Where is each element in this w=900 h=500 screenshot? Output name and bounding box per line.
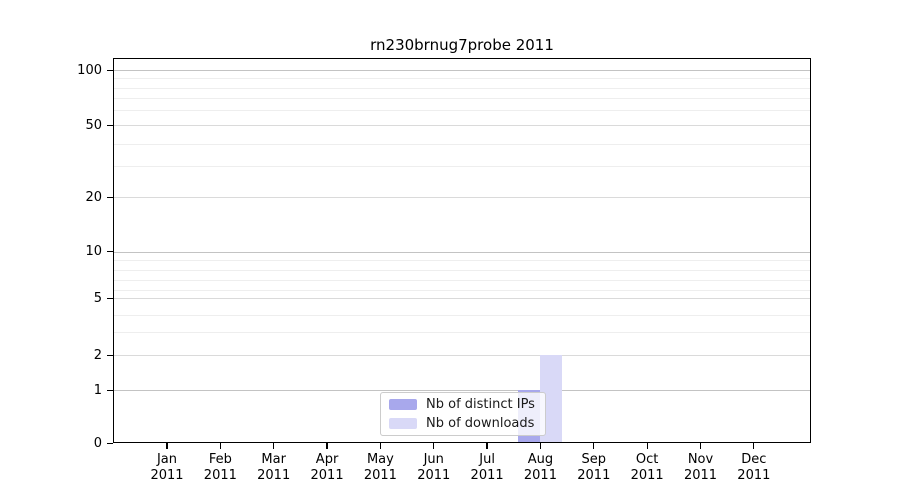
y-tick-label: 100 (77, 62, 102, 78)
x-tick-label: Dec 2011 (737, 452, 771, 483)
gridline-major (114, 251, 810, 253)
gridline-minor (114, 143, 810, 145)
x-tick-label: Jan 2011 (150, 452, 184, 483)
legend-swatch-distinct-ips-icon (389, 399, 417, 410)
x-tick-mark (379, 443, 382, 449)
gridline-major (114, 390, 810, 391)
x-tick-mark (753, 443, 755, 449)
gridline-major (114, 197, 810, 199)
x-tick-mark (593, 443, 595, 449)
x-tick-label: Jun 2011 (417, 452, 451, 483)
y-tick-mark (107, 297, 113, 299)
y-tick-label: 0 (93, 435, 102, 451)
y-tick-label: 5 (93, 290, 102, 306)
y-tick-mark (107, 354, 113, 356)
x-tick-mark (326, 443, 328, 449)
gridline-major (114, 70, 810, 71)
chart-title: rn230brnug7probe 2011 (370, 36, 554, 54)
gridline-minor (114, 166, 810, 167)
legend-label-distinct-ips: Nb of distinct IPs (426, 397, 535, 412)
x-tick-label: May 2011 (363, 452, 397, 483)
gridline-minor (114, 260, 810, 262)
gridline-minor (114, 78, 810, 80)
x-tick-label: Jul 2011 (470, 452, 504, 483)
x-tick-mark (486, 443, 488, 449)
gridline-major (114, 355, 810, 356)
legend-swatch-downloads-icon (389, 418, 417, 429)
gridline-minor (114, 289, 810, 291)
y-tick-label: 2 (93, 347, 102, 363)
plot-area (113, 58, 811, 443)
x-tick-label: Mar 2011 (257, 452, 291, 483)
x-tick-mark (166, 443, 168, 449)
x-tick-label: Feb 2011 (203, 452, 237, 483)
gridline-major (114, 298, 810, 299)
y-tick-label: 20 (85, 189, 102, 205)
x-tick-label: Nov 2011 (683, 452, 718, 483)
y-tick-mark (107, 124, 113, 126)
legend-label-downloads: Nb of downloads (426, 416, 535, 431)
x-tick-label: Aug 2011 (523, 452, 557, 483)
gridline-minor (114, 270, 810, 272)
y-tick-mark (107, 69, 113, 71)
x-tick-label: Sep 2011 (577, 452, 611, 483)
y-tick-label: 1 (93, 382, 102, 398)
x-tick-mark (646, 443, 648, 449)
gridline-minor (114, 98, 810, 99)
x-tick-mark (219, 443, 221, 449)
x-tick-mark (433, 443, 435, 449)
y-tick-mark (107, 389, 113, 391)
gridline-minor (114, 110, 810, 111)
x-tick-label: Apr 2011 (310, 452, 344, 483)
legend-item-distinct-ips: Nb of distinct IPs (389, 395, 537, 414)
x-tick-label: Oct 2011 (630, 452, 664, 483)
gridline-minor (114, 280, 810, 282)
gridline-minor (114, 315, 810, 316)
x-tick-mark (699, 443, 702, 449)
gridline-minor (114, 332, 810, 333)
x-tick-mark (273, 443, 275, 449)
legend-item-downloads: Nb of downloads (389, 414, 537, 433)
y-tick-label: 10 (85, 244, 102, 259)
y-tick-mark (107, 196, 113, 199)
y-tick-mark (107, 251, 113, 253)
y-tick-label: 50 (85, 117, 102, 133)
gridline-minor (114, 87, 810, 89)
legend: Nb of distinct IPs Nb of downloads (380, 392, 546, 436)
y-tick-mark (107, 442, 113, 444)
x-tick-mark (539, 443, 542, 449)
gridline-major (114, 125, 810, 126)
